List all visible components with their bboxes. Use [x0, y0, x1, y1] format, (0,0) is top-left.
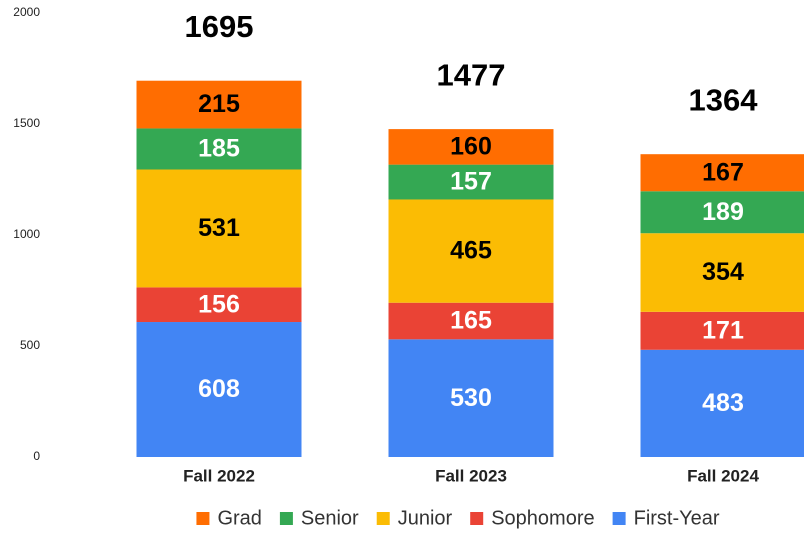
- data-label: 215: [198, 90, 240, 118]
- y-tick-label: 2000: [13, 5, 40, 19]
- bar-segment: [136, 287, 302, 323]
- bar-segment: [640, 233, 804, 312]
- bar-segment: [136, 128, 302, 170]
- bar-segment: [388, 302, 554, 340]
- legend-label: Sophomore: [491, 507, 594, 529]
- bar-segment: [388, 129, 554, 165]
- legend-swatch: [612, 512, 626, 525]
- data-label: 608: [198, 375, 240, 403]
- data-label: 157: [450, 168, 492, 196]
- data-label: 189: [702, 198, 744, 226]
- legend-label: First-Year: [634, 507, 720, 529]
- data-label: 531: [198, 214, 240, 242]
- bar-segment: [640, 154, 804, 192]
- bar-segment: [640, 191, 804, 234]
- data-label: 167: [702, 158, 744, 186]
- y-tick-label: 1000: [13, 227, 40, 241]
- x-tick-label: Fall 2022: [183, 466, 255, 485]
- legend-swatch: [376, 512, 390, 525]
- legend-label: Junior: [398, 507, 453, 529]
- bar-segment: [136, 322, 302, 457]
- data-label: 483: [702, 389, 744, 417]
- legend-label: Grad: [217, 507, 261, 529]
- y-tick-label: 500: [20, 338, 40, 352]
- total-label: 1695: [185, 9, 254, 44]
- y-tick-label: 0: [33, 449, 40, 463]
- bar-segment: [136, 80, 302, 129]
- total-label: 1477: [437, 57, 506, 92]
- bar-segment: [136, 169, 302, 288]
- bar-segment: [640, 311, 804, 350]
- data-label: 465: [450, 237, 492, 265]
- x-tick-label: Fall 2023: [435, 466, 507, 485]
- legend-swatch: [470, 512, 484, 525]
- data-label: 156: [198, 290, 240, 318]
- data-label: 354: [702, 258, 744, 286]
- data-label: 171: [702, 316, 744, 344]
- data-label: 165: [450, 307, 492, 335]
- total-label: 1364: [689, 82, 759, 117]
- legend-swatch: [196, 512, 210, 525]
- legend-label: Senior: [301, 507, 359, 529]
- data-label: 185: [198, 135, 240, 163]
- bar-segment: [640, 349, 804, 457]
- legend-swatch: [279, 512, 293, 525]
- y-tick-label: 1500: [13, 116, 40, 130]
- data-label: 530: [450, 384, 492, 412]
- bar-segment: [388, 339, 554, 457]
- data-label: 160: [450, 132, 492, 160]
- bar-segment: [388, 199, 554, 303]
- x-tick-label: Fall 2024: [687, 466, 759, 485]
- bar-segment: [388, 164, 554, 200]
